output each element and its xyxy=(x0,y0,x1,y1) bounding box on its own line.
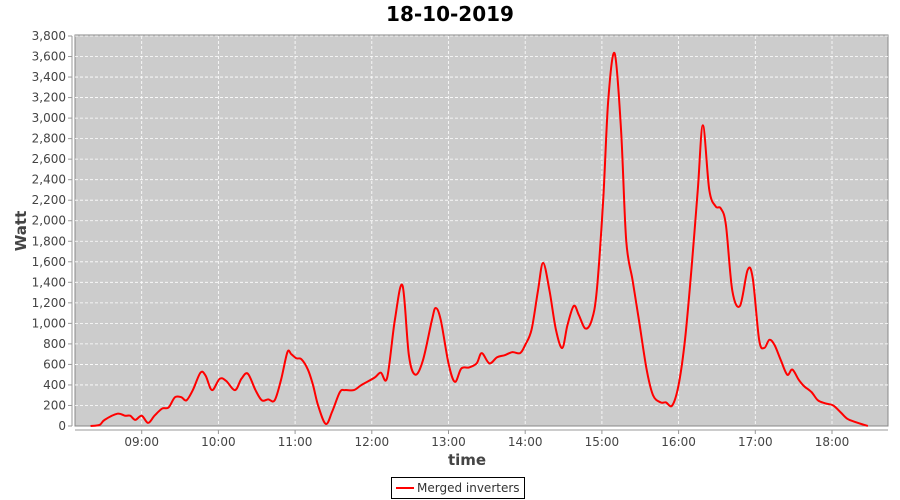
y-tick-label: 3,800 xyxy=(32,29,66,43)
y-tick-label: 1,000 xyxy=(32,316,66,330)
legend: Merged inverters xyxy=(391,477,525,499)
y-tick-label: 1,600 xyxy=(32,255,66,269)
series-line-merged-inverters xyxy=(90,51,869,427)
y-tick-label: 2,800 xyxy=(32,132,66,146)
y-axis-label: Watt xyxy=(12,211,30,251)
y-tick-label: 2,000 xyxy=(32,214,66,228)
y-tick-label: 1,200 xyxy=(32,296,66,310)
y-axis: 0 200 400 600 800 1,000 1,200 1,400 1,600 1,800 2,… xyxy=(32,29,73,433)
x-tick-label: 10:00 xyxy=(201,435,236,449)
y-tick-label: 3,000 xyxy=(32,111,66,125)
y-tick-label: 600 xyxy=(43,357,66,371)
x-tick-label: 11:00 xyxy=(278,435,313,449)
x-tick-label: 14:00 xyxy=(508,435,543,449)
y-tick-label: 800 xyxy=(43,337,66,351)
y-tick-label: 200 xyxy=(43,398,66,412)
y-tick-label: 2,200 xyxy=(32,193,66,207)
y-tick-label: 2,400 xyxy=(32,173,66,187)
y-tick-label: 3,200 xyxy=(32,91,66,105)
x-tick-label: 12:00 xyxy=(355,435,390,449)
y-tick-label: 0 xyxy=(58,419,66,433)
y-tick-label: 3,400 xyxy=(32,70,66,84)
y-tick-label: 1,400 xyxy=(32,275,66,289)
y-tick-label: 400 xyxy=(43,378,66,392)
x-tick-label: 16:00 xyxy=(661,435,696,449)
x-tick-label: 18:00 xyxy=(815,435,850,449)
plot-area xyxy=(74,34,889,427)
y-tick-label: 1,800 xyxy=(32,234,66,248)
x-tick-label: 15:00 xyxy=(585,435,620,449)
legend-swatch xyxy=(396,487,414,489)
y-tick-label: 2,600 xyxy=(32,152,66,166)
x-tick-label: 09:00 xyxy=(124,435,159,449)
legend-label: Merged inverters xyxy=(417,481,520,495)
y-tick-label: 3,600 xyxy=(32,50,66,64)
x-tick-label: 17:00 xyxy=(738,435,773,449)
x-tick-label: 13:00 xyxy=(431,435,466,449)
chart-title: 18-10-2019 xyxy=(386,2,514,26)
x-axis-label: time xyxy=(448,451,486,469)
x-axis: 09:00 10:00 11:00 12:00 13:00 14:00 15:00 16:00… xyxy=(75,429,888,449)
grid xyxy=(75,35,888,426)
